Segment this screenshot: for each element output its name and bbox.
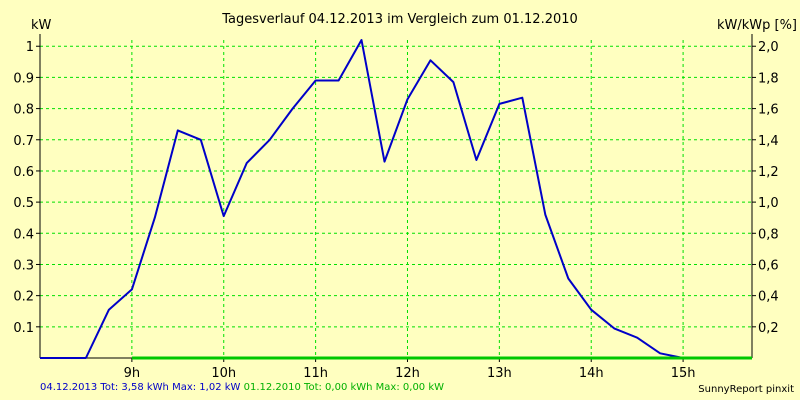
- left-tick-label: 0.3: [13, 258, 34, 273]
- right-axis-unit: kW/kWp [%]: [717, 18, 797, 33]
- right-tick-label: 0,2: [758, 321, 779, 336]
- series-line-04-12-2013: [40, 39, 729, 359]
- right-tick-label: 1,6: [758, 103, 779, 118]
- chart-footer-legend: 04.12.2013 Tot: 3,58 kWh Max: 1,02 kW 01…: [40, 382, 444, 393]
- x-tick-label: 14h: [579, 366, 604, 381]
- credit-text: SunnyReport pinxit: [698, 384, 794, 395]
- tick-labels: 0.1 0.2 0.3 0.4 0.5 0.6 0.7 0.8 0.9 1 0,2 0,4 0,6 0,8…: [13, 40, 778, 381]
- x-tick-label: 10h: [211, 366, 236, 381]
- left-axis-unit: kW: [31, 18, 52, 33]
- series-lines: [40, 39, 752, 360]
- legend-series-2010: 01.12.2010 Tot: 0,00 kWh Max: 0,00 kW: [243, 382, 445, 393]
- right-tick-label: 0,4: [758, 290, 779, 305]
- right-tick-label: 0,8: [758, 227, 779, 242]
- left-tick-label: 0.5: [13, 196, 34, 211]
- left-tick-label: 0.2: [13, 290, 34, 305]
- left-tick-label: 0.1: [13, 321, 34, 336]
- gridlines: [40, 40, 752, 358]
- x-tick-label: 15h: [671, 366, 696, 381]
- legend-series-2013: 04.12.2013 Tot: 3,58 kWh Max: 1,02 kW: [40, 382, 241, 393]
- x-tick-label: 9h: [124, 366, 141, 381]
- right-tick-label: 2,0: [758, 40, 779, 55]
- x-tick-label: 11h: [303, 366, 328, 381]
- left-tick-label: 0.8: [13, 103, 34, 118]
- left-tick-label: 0.6: [13, 165, 34, 180]
- left-tick-label: 0.9: [13, 71, 34, 86]
- left-tick-label: 1: [26, 40, 34, 55]
- chart-title: Tagesverlauf 04.12.2013 im Vergleich zum…: [221, 12, 578, 27]
- x-tick-label: 12h: [395, 366, 420, 381]
- right-tick-label: 1,2: [758, 165, 779, 180]
- axes: [36, 34, 756, 362]
- right-tick-label: 0,6: [758, 258, 779, 273]
- x-tick-label: 13h: [487, 366, 512, 381]
- right-tick-label: 1,8: [758, 71, 779, 86]
- right-tick-label: 1,0: [758, 196, 779, 211]
- left-tick-label: 0.7: [13, 134, 34, 149]
- left-tick-label: 0.4: [13, 227, 34, 242]
- right-tick-label: 1,4: [758, 134, 779, 149]
